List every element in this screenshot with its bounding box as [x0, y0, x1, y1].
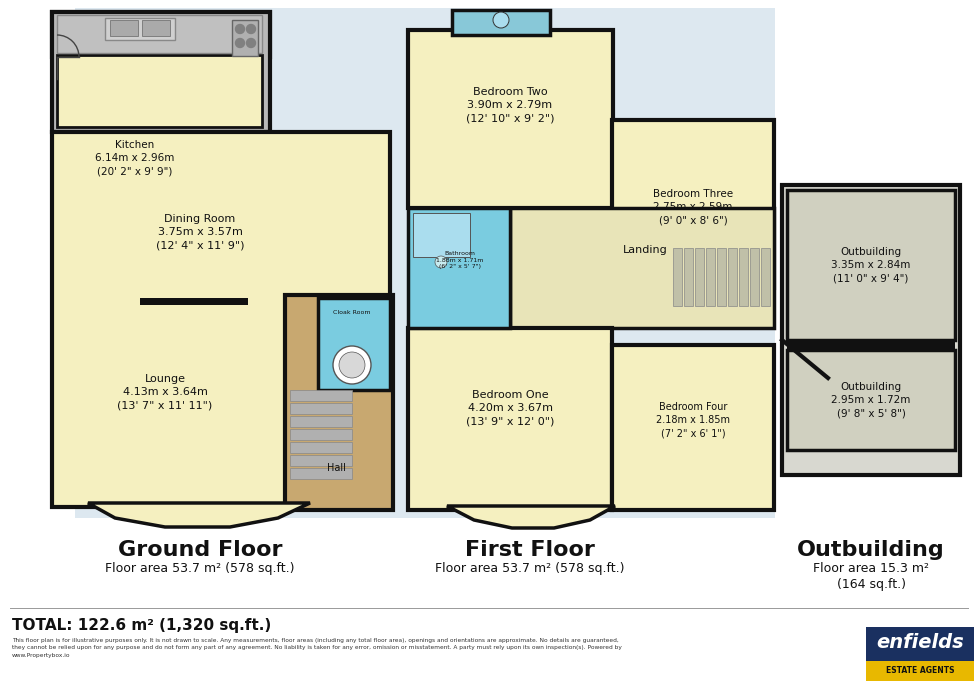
- Bar: [408, 30, 613, 208]
- Bar: [761, 248, 770, 306]
- Text: Outbuilding: Outbuilding: [797, 540, 945, 560]
- Bar: [673, 248, 682, 306]
- Text: Bedroom Three
2.75m x 2.59m
(9' 0" x 8' 6"): Bedroom Three 2.75m x 2.59m (9' 0" x 8' …: [653, 189, 733, 225]
- Bar: [866, 627, 974, 661]
- Bar: [290, 416, 352, 427]
- Bar: [290, 429, 352, 440]
- Bar: [787, 340, 955, 350]
- Polygon shape: [88, 503, 310, 527]
- Circle shape: [247, 38, 256, 47]
- Text: This floor plan is for illustrative purposes only. It is not drawn to scale. Any: This floor plan is for illustrative purp…: [12, 638, 622, 658]
- Bar: [510, 208, 774, 328]
- Circle shape: [333, 346, 371, 384]
- Text: Floor area 53.7 m² (578 sq.ft.): Floor area 53.7 m² (578 sq.ft.): [105, 562, 295, 575]
- Bar: [684, 248, 693, 306]
- Bar: [290, 442, 352, 453]
- Polygon shape: [447, 506, 615, 528]
- Bar: [75, 8, 775, 518]
- Bar: [728, 248, 737, 306]
- Bar: [52, 132, 390, 507]
- Text: enfields: enfields: [423, 358, 636, 403]
- Text: Bedroom Two
3.90m x 2.79m
(12' 10" x 9' 2"): Bedroom Two 3.90m x 2.79m (12' 10" x 9' …: [466, 87, 555, 123]
- Bar: [866, 661, 974, 681]
- Bar: [739, 248, 748, 306]
- Text: Bathroom
1.88m x 1.71m
(6' 2" x 5' 7"): Bathroom 1.88m x 1.71m (6' 2" x 5' 7"): [436, 251, 484, 269]
- Circle shape: [493, 12, 509, 28]
- Bar: [290, 455, 352, 466]
- Bar: [717, 248, 726, 306]
- Text: enfields: enfields: [876, 633, 964, 651]
- Bar: [706, 248, 715, 306]
- Bar: [52, 12, 270, 132]
- Bar: [140, 298, 248, 305]
- Text: Ground Floor: Ground Floor: [118, 540, 282, 560]
- Text: Hall: Hall: [326, 463, 345, 473]
- Text: Kitchen
6.14m x 2.96m
(20' 2" x 9' 9"): Kitchen 6.14m x 2.96m (20' 2" x 9' 9"): [95, 140, 174, 176]
- Circle shape: [235, 25, 244, 34]
- Text: Bedroom Four
2.18m x 1.85m
(7' 2" x 6' 1"): Bedroom Four 2.18m x 1.85m (7' 2" x 6' 1…: [656, 402, 730, 438]
- Bar: [285, 295, 393, 510]
- Bar: [782, 185, 960, 475]
- Bar: [105, 18, 175, 40]
- Circle shape: [235, 38, 244, 47]
- Bar: [452, 10, 550, 35]
- Bar: [695, 248, 704, 306]
- Bar: [408, 328, 612, 510]
- Bar: [787, 190, 955, 340]
- Text: First Floor: First Floor: [466, 540, 595, 560]
- Circle shape: [435, 256, 447, 268]
- Bar: [232, 20, 258, 56]
- Text: ESTATE AGENTS: ESTATE AGENTS: [886, 667, 955, 675]
- Text: (164 sq.ft.): (164 sq.ft.): [837, 578, 906, 591]
- Text: Outbuilding
2.95m x 1.72m
(9' 8" x 5' 8"): Outbuilding 2.95m x 1.72m (9' 8" x 5' 8"…: [831, 382, 910, 419]
- Bar: [110, 20, 138, 36]
- Text: Landing: Landing: [622, 245, 667, 255]
- Text: Cloak Room: Cloak Room: [333, 310, 370, 314]
- Bar: [57, 55, 262, 127]
- Circle shape: [247, 25, 256, 34]
- Bar: [787, 350, 955, 450]
- Text: TOTAL: 122.6 m² (1,320 sq.ft.): TOTAL: 122.6 m² (1,320 sq.ft.): [12, 618, 271, 633]
- Text: enfields: enfields: [88, 358, 301, 403]
- Text: enfields: enfields: [796, 343, 946, 377]
- Bar: [290, 390, 352, 401]
- Bar: [290, 468, 352, 479]
- Bar: [612, 345, 774, 510]
- Bar: [612, 120, 774, 288]
- Text: Dining Room
3.75m x 3.57m
(12' 4" x 11' 9"): Dining Room 3.75m x 3.57m (12' 4" x 11' …: [156, 214, 244, 250]
- Bar: [57, 15, 262, 53]
- Bar: [413, 213, 470, 257]
- Circle shape: [339, 352, 365, 378]
- Text: Floor area 15.3 m²: Floor area 15.3 m²: [813, 562, 929, 575]
- Bar: [52, 12, 270, 57]
- Text: Outbuilding
3.35m x 2.84m
(11' 0" x 9' 4"): Outbuilding 3.35m x 2.84m (11' 0" x 9' 4…: [831, 247, 910, 283]
- Bar: [318, 298, 390, 390]
- Bar: [290, 403, 352, 414]
- Bar: [142, 20, 170, 36]
- Text: Floor area 53.7 m² (578 sq.ft.): Floor area 53.7 m² (578 sq.ft.): [435, 562, 625, 575]
- Bar: [750, 248, 759, 306]
- Bar: [408, 208, 510, 328]
- Text: Bedroom One
4.20m x 3.67m
(13' 9" x 12' 0"): Bedroom One 4.20m x 3.67m (13' 9" x 12' …: [466, 390, 554, 426]
- Text: Lounge
4.13m x 3.64m
(13' 7" x 11' 11"): Lounge 4.13m x 3.64m (13' 7" x 11' 11"): [118, 374, 213, 410]
